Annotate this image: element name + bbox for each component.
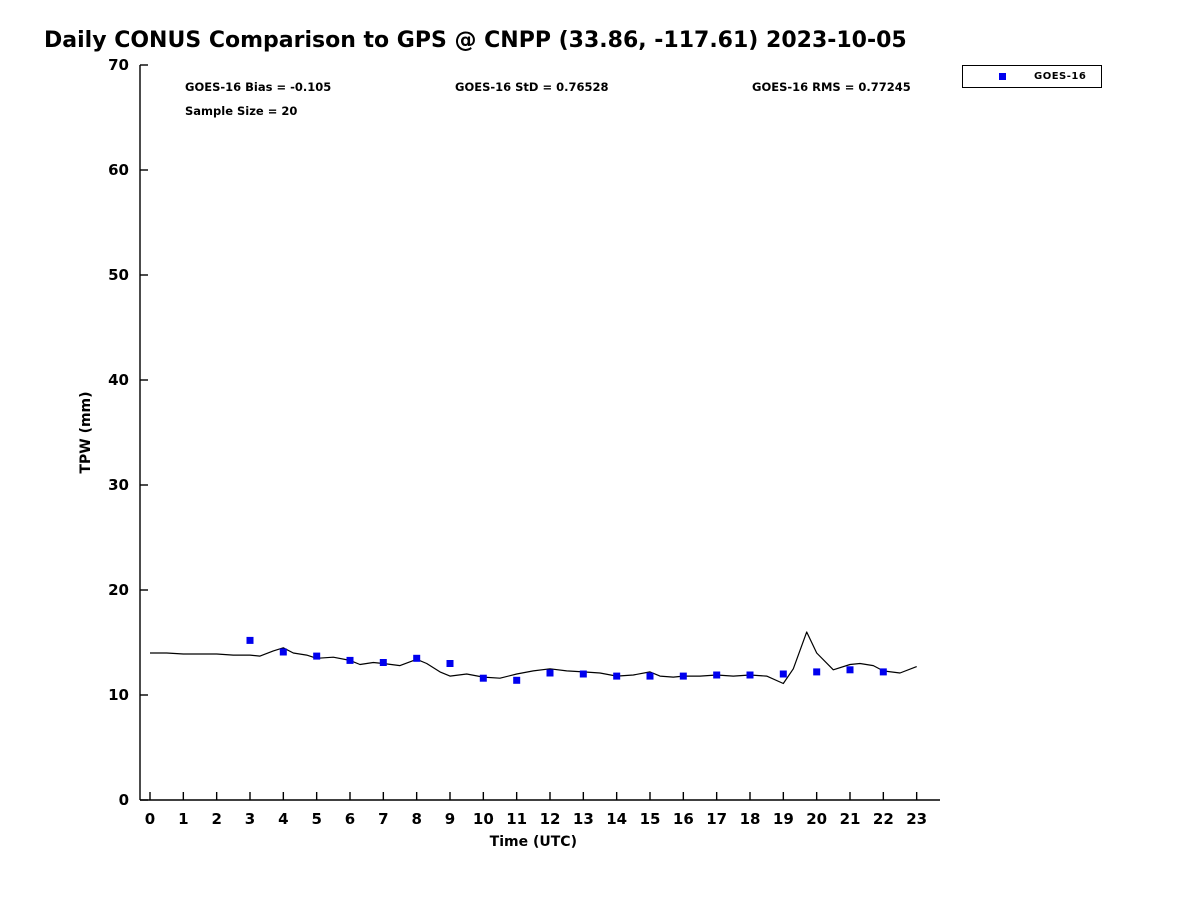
goes16-marker — [613, 672, 621, 680]
x-tick-label: 5 — [311, 810, 321, 828]
x-tick-label: 15 — [640, 810, 661, 828]
x-tick-label: 23 — [906, 810, 927, 828]
x-tick-label: 3 — [245, 810, 255, 828]
x-tick-label: 8 — [411, 810, 421, 828]
y-tick-label: 60 — [108, 161, 129, 179]
stat-rms: GOES-16 RMS = 0.77245 — [752, 80, 911, 94]
chart-title: Daily CONUS Comparison to GPS @ CNPP (33… — [44, 28, 907, 53]
x-tick-label: 19 — [773, 810, 794, 828]
x-tick-label: 12 — [540, 810, 561, 828]
x-tick-label: 11 — [506, 810, 527, 828]
y-tick-label: 30 — [108, 476, 129, 494]
goes16-marker — [779, 670, 787, 678]
goes16-marker — [713, 671, 721, 679]
stat-bias: GOES-16 Bias = -0.105 — [185, 80, 332, 94]
y-tick-label: 20 — [108, 581, 129, 599]
y-tick-label: 70 — [108, 56, 129, 74]
x-tick-label: 20 — [806, 810, 827, 828]
x-tick-group: 0 1 2 3 4 5 6 7 8 9 10 11 12 13 14 15 16 17 18 19 20 21 22 23 — [145, 792, 927, 828]
x-tick-label: 0 — [145, 810, 155, 828]
legend: GOES-16 — [962, 65, 1102, 88]
goes16-marker — [479, 674, 487, 682]
y-tick-group: 0 10 20 30 40 50 60 70 — [108, 56, 148, 809]
x-tick-label: 13 — [573, 810, 594, 828]
goes16-marker — [579, 670, 587, 678]
stat-std: GOES-16 StD = 0.76528 — [455, 80, 609, 94]
goes16-marker — [346, 656, 354, 664]
y-tick-label: 10 — [108, 686, 129, 704]
y-tick-label: 50 — [108, 266, 129, 284]
x-tick-label: 2 — [211, 810, 221, 828]
goes16-marker — [313, 652, 321, 660]
x-tick-label: 9 — [445, 810, 455, 828]
y-axis-label: TPW (mm) — [78, 391, 94, 473]
gps-line-series — [150, 631, 917, 685]
x-tick-label: 17 — [706, 810, 727, 828]
goes16-marker — [413, 654, 421, 662]
goes16-marker — [279, 648, 287, 656]
x-tick-label: 4 — [278, 810, 288, 828]
legend-label: GOES-16 — [1034, 71, 1087, 82]
x-tick-label: 14 — [606, 810, 627, 828]
legend-marker-square-icon — [999, 73, 1006, 80]
goes16-marker — [746, 671, 754, 679]
x-axis-label: Time (UTC) — [490, 834, 577, 850]
goes16-marker — [846, 666, 854, 674]
y-tick-label: 40 — [108, 371, 129, 389]
goes16-marker — [679, 672, 687, 680]
axes — [139, 65, 940, 801]
goes16-marker — [646, 672, 654, 680]
x-tick-label: 22 — [873, 810, 894, 828]
y-tick-label: 0 — [119, 791, 129, 809]
x-tick-label: 18 — [740, 810, 761, 828]
x-tick-label: 6 — [345, 810, 355, 828]
x-tick-label: 16 — [673, 810, 694, 828]
goes16-marker — [246, 636, 254, 644]
goes16-marker — [879, 668, 887, 676]
x-tick-label: 7 — [378, 810, 388, 828]
goes16-marker — [546, 669, 554, 677]
x-tick-label: 21 — [840, 810, 861, 828]
x-tick-label: 1 — [178, 810, 188, 828]
goes16-marker — [446, 660, 454, 667]
goes16-marker — [379, 659, 387, 666]
x-tick-label: 10 — [473, 810, 494, 828]
stat-sample: Sample Size = 20 — [185, 104, 298, 118]
goes16-marker — [513, 676, 521, 684]
goes16-marker — [813, 668, 821, 676]
